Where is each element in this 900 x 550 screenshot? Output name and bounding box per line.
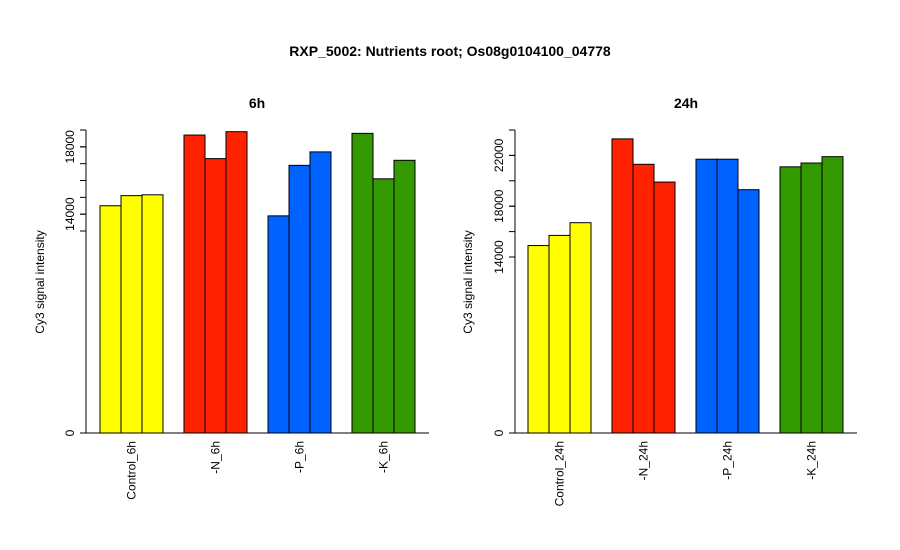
bar--P_6h-rep2 <box>288 164 311 434</box>
bar--K_6h-rep2 <box>372 178 395 434</box>
bar--P_6h-rep3 <box>309 151 332 434</box>
y-tick-label: 14000 <box>492 240 506 274</box>
bar--N_24h-rep1 <box>611 138 634 434</box>
bar--N_6h-rep3 <box>225 131 248 434</box>
x-tick-label--K_6h: -K_6h <box>377 441 391 473</box>
y-axis-label-6h: Cy3 signal intensity <box>33 230 47 333</box>
panel-24h: 24h Cy3 signal intensity 0 14000 18000 2200… <box>461 95 857 506</box>
bar--N_6h-rep1 <box>183 134 206 434</box>
x-tick-label--N_6h: -N_6h <box>209 441 223 474</box>
y-tick-label: 0 <box>63 429 77 436</box>
bar--K_24h-rep2 <box>800 162 823 434</box>
bar--N_24h-rep2 <box>632 163 655 434</box>
y-ticks-6h: 0 14000 18000 <box>63 129 86 436</box>
bar-Control_6h-rep2 <box>120 195 143 434</box>
y-tick-label: 14000 <box>63 197 77 231</box>
bar--P_24h-rep1 <box>695 158 718 434</box>
bar--K_24h-rep1 <box>779 166 802 434</box>
bar--K_6h-rep1 <box>351 132 374 434</box>
bar--N_6h-rep2 <box>204 158 227 434</box>
bar-Control_24h-rep2 <box>548 234 571 434</box>
y-ticks-24h: 0 14000 18000 22000 <box>492 129 515 436</box>
bar--K_24h-rep3 <box>821 156 844 434</box>
bars-24h <box>527 138 844 434</box>
bar--P_6h-rep1 <box>267 215 290 434</box>
bar--P_24h-rep2 <box>716 158 739 434</box>
y-tick-label: 18000 <box>63 130 77 164</box>
x-tick-label-Control_6h: Control_6h <box>125 441 139 500</box>
x-tick-labels-24h: Control_24h -N_24h -P_24h -K_24h <box>553 441 819 506</box>
bar-Control_6h-rep3 <box>141 194 164 434</box>
y-tick-label: 18000 <box>492 189 506 223</box>
bar--N_24h-rep3 <box>653 181 676 434</box>
bar-Control_24h-rep3 <box>569 222 592 434</box>
x-tick-label-Control_24h: Control_24h <box>553 441 567 506</box>
y-axis-label-24h: Cy3 signal intensity <box>461 230 475 333</box>
bar-Control_24h-rep1 <box>527 245 550 434</box>
bar-Control_6h-rep1 <box>99 205 122 434</box>
bar--K_6h-rep3 <box>393 159 416 434</box>
chart-title: RXP_5002: Nutrients root; Os08g0104100_0… <box>289 43 611 59</box>
x-tick-label--N_24h: -N_24h <box>637 441 651 480</box>
panel-6h: 6h Cy3 signal intensity 0 14000 18000 Cont… <box>33 95 429 500</box>
x-tick-label--K_24h: -K_24h <box>805 441 819 480</box>
x-tick-label--P_6h: -P_6h <box>293 441 307 473</box>
bar--P_24h-rep3 <box>737 189 760 434</box>
bars-6h <box>99 131 416 434</box>
panel-title-6h: 6h <box>249 95 265 111</box>
y-tick-label: 0 <box>492 429 506 436</box>
y-tick-label: 22000 <box>492 138 506 172</box>
panel-title-24h: 24h <box>674 95 698 111</box>
x-tick-labels-6h: Control_6h -N_6h -P_6h -K_6h <box>125 441 391 500</box>
x-tick-label--P_24h: -P_24h <box>721 441 735 480</box>
